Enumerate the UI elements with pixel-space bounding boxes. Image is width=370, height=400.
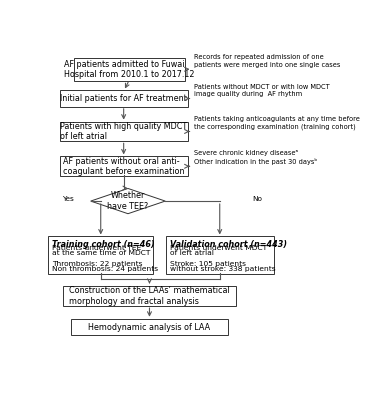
- Text: Patients underwent MDCT: Patients underwent MDCT: [169, 245, 267, 251]
- FancyBboxPatch shape: [48, 236, 153, 274]
- Text: Non thrombosis: 24 patients: Non thrombosis: 24 patients: [52, 266, 158, 272]
- Text: without stroke: 338 patients: without stroke: 338 patients: [169, 266, 275, 272]
- Text: of left atrial: of left atrial: [169, 250, 213, 256]
- FancyBboxPatch shape: [60, 156, 188, 176]
- Text: Stroke: 105 patients: Stroke: 105 patients: [169, 260, 246, 266]
- FancyBboxPatch shape: [63, 286, 236, 306]
- Text: Initial patients for AF treatment: Initial patients for AF treatment: [60, 94, 187, 103]
- Text: Severe chronic kidney diseaseᵃ
Other indication in the past 30 daysᵇ: Severe chronic kidney diseaseᵃ Other ind…: [194, 150, 317, 165]
- Text: Patients without MDCT or with low MDCT
image quality during  AF rhythm: Patients without MDCT or with low MDCT i…: [194, 84, 330, 97]
- FancyBboxPatch shape: [60, 122, 188, 141]
- Text: Patients with high quality MDCT
of left atrial: Patients with high quality MDCT of left …: [60, 122, 187, 141]
- Text: Yes: Yes: [62, 196, 74, 202]
- Text: Training cohort (n=46): Training cohort (n=46): [52, 240, 155, 249]
- Text: Patients taking anticoagulants at any time before
the corresponding examination : Patients taking anticoagulants at any ti…: [194, 116, 360, 130]
- Text: Hemodynamic analysis of LAA: Hemodynamic analysis of LAA: [88, 322, 211, 332]
- FancyBboxPatch shape: [60, 90, 188, 107]
- Text: AF patients admitted to Fuwai
Hospital from 2010.1 to 2017.12: AF patients admitted to Fuwai Hospital f…: [64, 60, 195, 79]
- FancyBboxPatch shape: [71, 319, 228, 335]
- FancyBboxPatch shape: [74, 58, 185, 81]
- Text: Validation cohort (n=443): Validation cohort (n=443): [169, 240, 286, 249]
- Polygon shape: [91, 188, 165, 214]
- Text: AF patients without oral anti-
coagulant before examination: AF patients without oral anti- coagulant…: [63, 156, 184, 176]
- Text: Construction of the LAAs’ mathematical
morphology and fractal analysis: Construction of the LAAs’ mathematical m…: [69, 286, 230, 306]
- Text: No: No: [252, 196, 262, 202]
- Text: Whether
have TEE?: Whether have TEE?: [107, 191, 149, 211]
- Text: Records for repeated admission of one
patients were merged into one single cases: Records for repeated admission of one pa…: [194, 54, 340, 68]
- Text: Patients underwent TEE: Patients underwent TEE: [52, 245, 141, 251]
- FancyBboxPatch shape: [166, 236, 274, 274]
- Text: at the same time of MDCT: at the same time of MDCT: [52, 250, 150, 256]
- Text: Thrombosis: 22 patients: Thrombosis: 22 patients: [52, 260, 142, 266]
